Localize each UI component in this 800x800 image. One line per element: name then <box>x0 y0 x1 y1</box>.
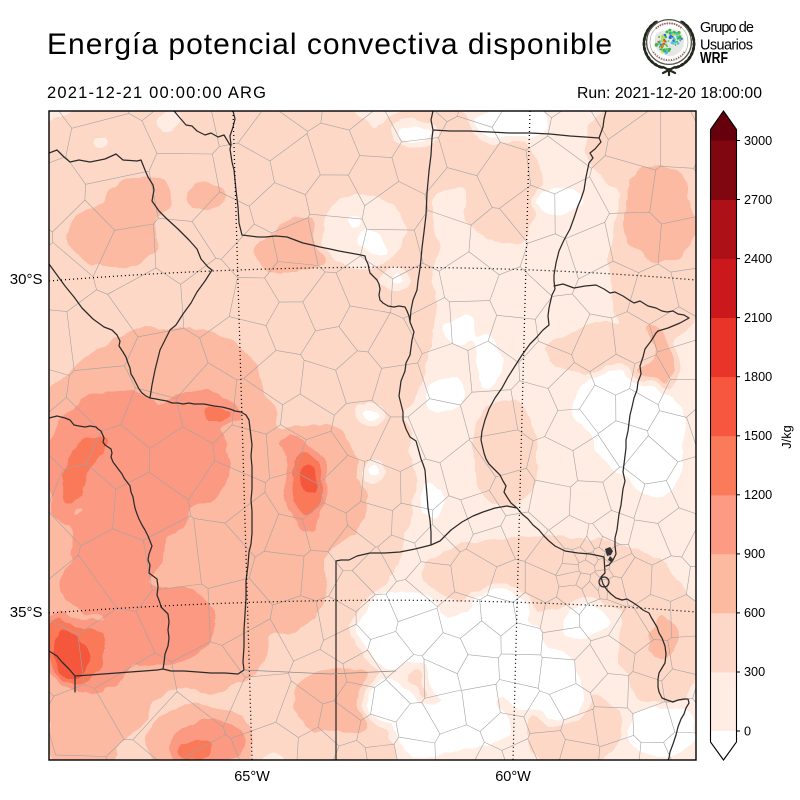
svg-text:Energía potencial convectiva d: Energía potencial convectiva disponible <box>47 28 612 61</box>
svg-text:2400: 2400 <box>744 252 772 266</box>
svg-text:1800: 1800 <box>744 370 772 384</box>
svg-text:2021-12-21 00:00:00 ARG: 2021-12-21 00:00:00 ARG <box>47 84 266 102</box>
svg-text:600: 600 <box>744 606 765 620</box>
svg-text:60°W: 60°W <box>495 769 531 785</box>
svg-text:1500: 1500 <box>744 429 772 443</box>
svg-text:300: 300 <box>744 665 765 679</box>
svg-text:Run: 2021-12-20 18:00:00: Run: 2021-12-20 18:00:00 <box>577 85 762 102</box>
svg-text:Usuarios: Usuarios <box>700 38 753 54</box>
svg-text:Grupo de: Grupo de <box>700 20 754 36</box>
svg-text:2100: 2100 <box>744 311 772 325</box>
svg-text:65°W: 65°W <box>234 769 270 785</box>
svg-text:3000: 3000 <box>744 134 772 148</box>
svg-text:35°S: 35°S <box>10 604 43 621</box>
svg-text:1200: 1200 <box>744 488 772 502</box>
svg-text:J/kg: J/kg <box>779 425 794 448</box>
svg-text:30°S: 30°S <box>10 271 43 288</box>
svg-text:WRF: WRF <box>700 50 728 67</box>
svg-text:2700: 2700 <box>744 193 772 207</box>
svg-text:900: 900 <box>744 547 765 561</box>
svg-text:0: 0 <box>744 724 751 738</box>
